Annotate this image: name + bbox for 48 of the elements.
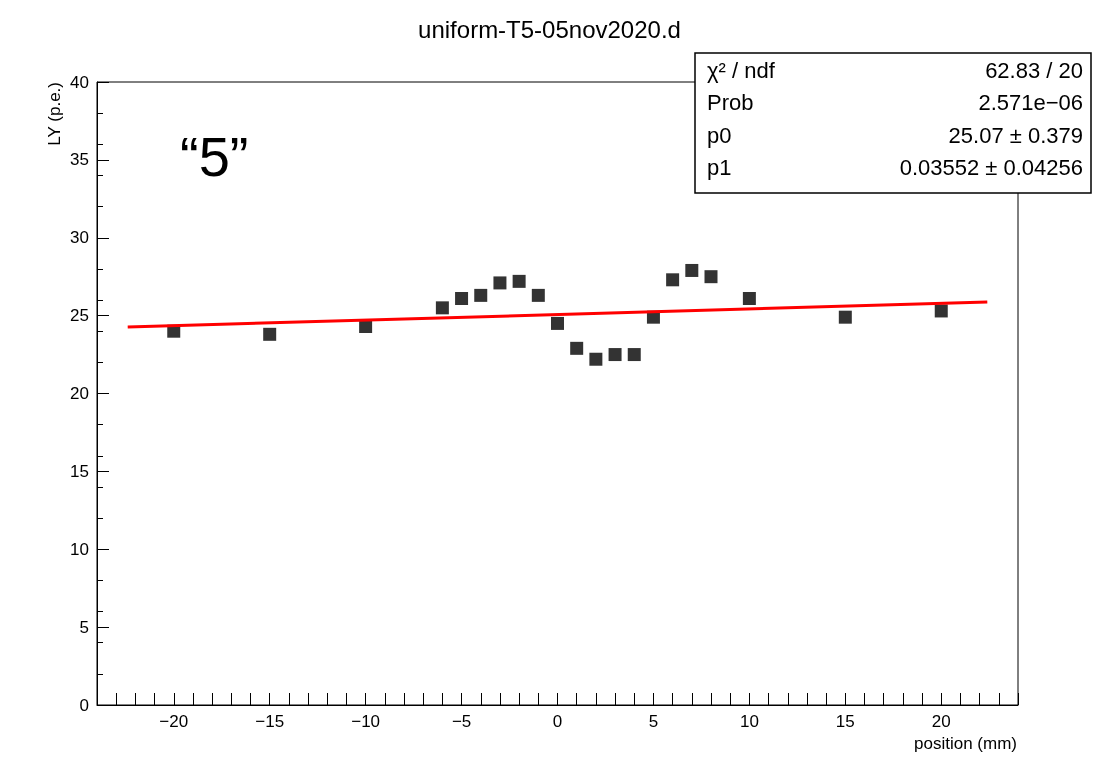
x-tick-label: 15 bbox=[835, 712, 855, 731]
point bbox=[589, 352, 603, 366]
point bbox=[512, 274, 526, 288]
annotation: χ² / ndf bbox=[707, 57, 776, 83]
y-tick-label: 35 bbox=[70, 150, 89, 170]
y-tick-label: 10 bbox=[70, 539, 89, 559]
chart-title: uniform-T5-05nov2020.d bbox=[418, 15, 681, 43]
x-tick-label: 10 bbox=[739, 712, 759, 731]
y-tick-label: 25 bbox=[70, 306, 89, 326]
annotation: “5” bbox=[180, 124, 249, 188]
x-tick-label: −10 bbox=[351, 712, 381, 731]
point bbox=[474, 288, 488, 302]
point bbox=[627, 348, 641, 362]
x-tick-label: 20 bbox=[931, 712, 951, 731]
x-tick-label: 5 bbox=[648, 712, 659, 731]
point bbox=[435, 301, 449, 315]
x-tick-label: −5 bbox=[451, 712, 472, 731]
point bbox=[493, 276, 507, 290]
y-tick-label: 15 bbox=[70, 461, 89, 481]
point bbox=[531, 288, 545, 302]
y-tick-label: 30 bbox=[70, 228, 89, 248]
annotation: 2.571e−06 bbox=[978, 90, 1083, 115]
point bbox=[704, 270, 718, 284]
x-axis-title: position (mm) bbox=[914, 734, 1017, 753]
point bbox=[263, 327, 277, 341]
annotation: 0.03552 ± 0.04256 bbox=[899, 155, 1084, 180]
annotation: p1 bbox=[707, 155, 732, 180]
x-tick-label: 0 bbox=[552, 712, 563, 731]
point bbox=[742, 291, 756, 305]
point bbox=[666, 273, 680, 287]
annotation: p0 bbox=[707, 122, 732, 148]
annotation: 25.07 ± 0.379 bbox=[948, 122, 1083, 148]
point bbox=[934, 304, 948, 318]
y-axis-title: LY (p.e.) bbox=[45, 82, 64, 146]
point bbox=[838, 310, 852, 324]
point bbox=[685, 263, 699, 277]
x-tick-label: −15 bbox=[255, 712, 285, 731]
point bbox=[455, 291, 469, 305]
annotation: 62.83 / 20 bbox=[985, 57, 1084, 83]
annotation: Prob bbox=[707, 90, 754, 115]
point bbox=[551, 316, 564, 330]
point bbox=[608, 348, 622, 362]
point bbox=[570, 341, 584, 355]
x-tick-label: −20 bbox=[159, 712, 189, 731]
y-tick-label: 5 bbox=[79, 617, 89, 637]
y-tick-label: 0 bbox=[79, 695, 89, 715]
y-tick-label: 20 bbox=[70, 384, 89, 403]
y-tick-label: 40 bbox=[70, 72, 89, 92]
